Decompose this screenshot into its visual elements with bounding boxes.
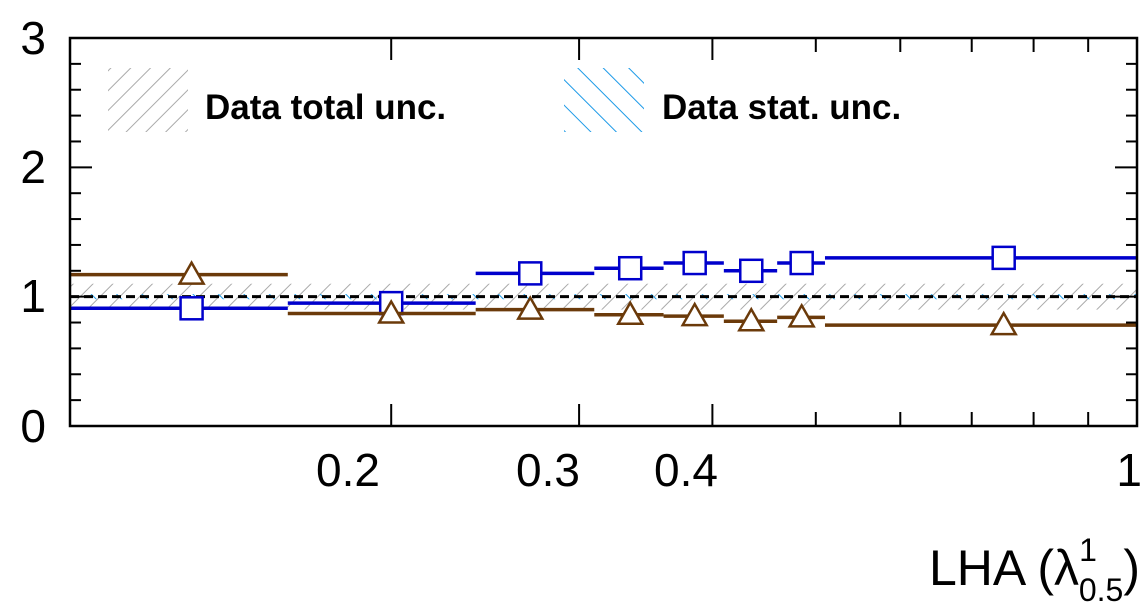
x-tick-label-1: 1 <box>1116 444 1142 496</box>
triangle-marker-2 <box>516 295 545 320</box>
y-tick-label-0: 0 <box>20 400 46 452</box>
legend-swatch-stat <box>564 68 644 132</box>
square-marker-5 <box>739 258 764 284</box>
x-axis-label-close: ) <box>1123 540 1140 596</box>
y-tick-label-1: 1 <box>20 270 46 322</box>
triangle-marker-1 <box>377 298 406 324</box>
triangle-marker-3 <box>616 300 645 326</box>
x-tick-labels: 0.2 0.3 0.4 1 <box>316 444 1142 496</box>
y-tick-label-3: 3 <box>20 12 46 64</box>
x-tick-label-0.2: 0.2 <box>316 444 380 496</box>
series-layer <box>70 245 1137 336</box>
x-axis-label: LHA (λ1 0.5) <box>929 532 1140 603</box>
square-marker-0 <box>179 296 204 321</box>
series-2 <box>70 260 1137 336</box>
legend-swatch-total <box>108 68 188 132</box>
square-marker-7 <box>991 245 1016 271</box>
plot-frame <box>68 36 1139 428</box>
triangle-marker-4 <box>680 301 709 327</box>
legend-label-stat: Data stat. unc. <box>662 88 901 127</box>
triangle-marker-0 <box>177 260 206 285</box>
x-axis-label-main: LHA (λ <box>929 540 1079 596</box>
y-tick-label-2: 2 <box>20 141 46 193</box>
square-marker-4 <box>682 250 707 276</box>
x-axis-label-sup: 1 <box>1079 532 1097 568</box>
triangle-marker-6 <box>787 302 816 328</box>
square-marker-6 <box>789 250 814 276</box>
square-marker-3 <box>617 255 643 281</box>
x-axis-title: LHA (λ1 0.5) <box>929 532 1140 603</box>
legend: Data total unc. Data stat. unc. <box>108 68 901 132</box>
triangle-marker-7 <box>989 310 1018 336</box>
x-tick-label-0.3: 0.3 <box>516 444 580 496</box>
axis-ticks <box>70 37 1138 427</box>
square-marker-2 <box>518 261 543 286</box>
x-tick-label-0.4: 0.4 <box>654 444 718 496</box>
series-1 <box>70 245 1137 321</box>
triangle-marker-5 <box>737 306 766 332</box>
legend-label-total: Data total unc. <box>205 88 446 127</box>
x-axis-label-sub: 0.5 <box>1079 572 1123 603</box>
y-tick-labels: 0 1 2 3 <box>20 12 46 452</box>
